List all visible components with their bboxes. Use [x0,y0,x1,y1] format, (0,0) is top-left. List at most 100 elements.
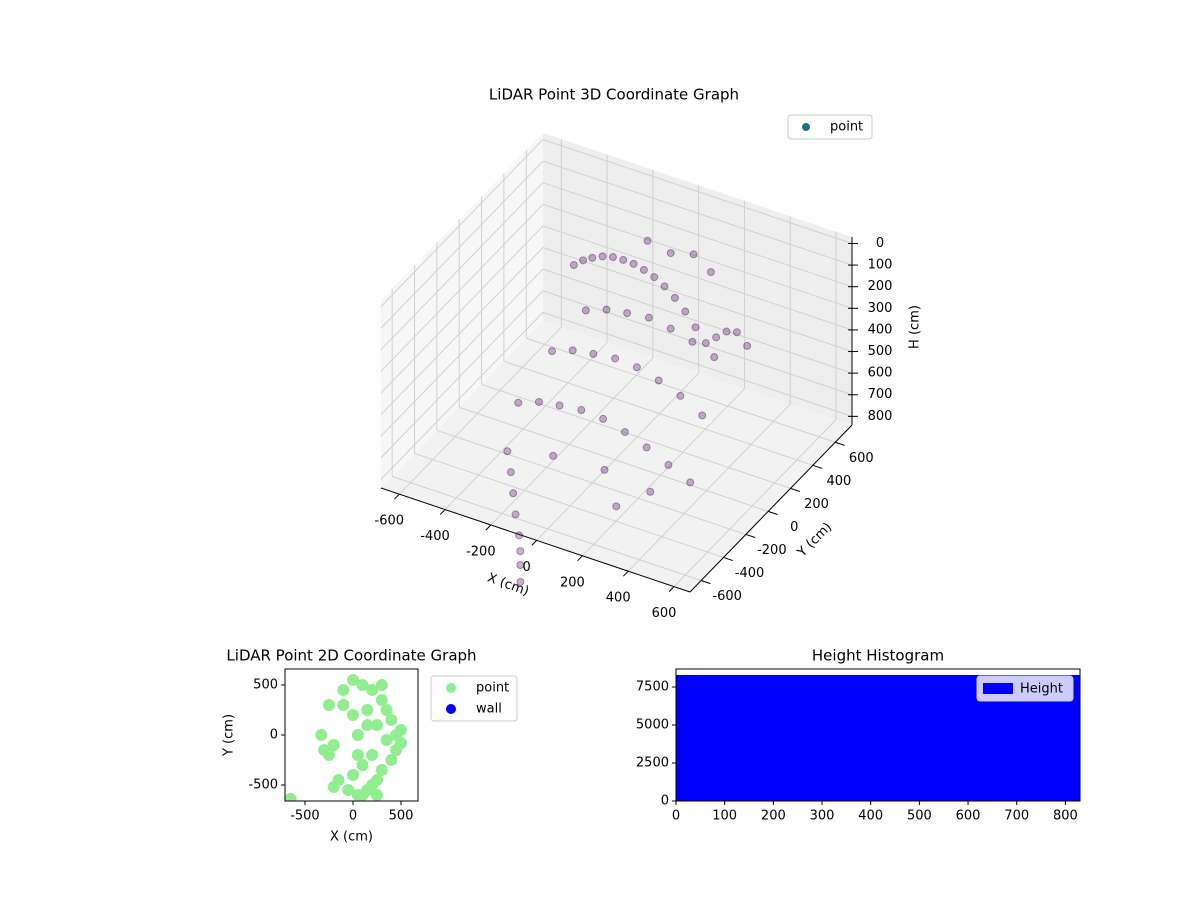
x-tick [577,555,583,562]
x-tick [394,493,400,500]
point [366,749,379,761]
x-tick [531,540,538,546]
point [629,259,638,268]
point [375,679,388,691]
z-tick-label: 700 [868,387,893,402]
point [511,510,520,519]
grid-line [503,360,814,466]
legend-marker [983,683,1013,694]
x-tick-label: 200 [761,809,786,824]
point [380,734,393,746]
point [548,347,557,356]
grid-line [380,290,544,459]
point [568,346,577,355]
point [337,699,350,711]
grid-line [392,476,702,581]
point [385,754,398,766]
pane-back [543,133,852,425]
x-tick-label: -600 [375,514,405,529]
x-tick-label: 0 [672,809,680,824]
grid-line [582,388,745,557]
y-tick [812,464,823,469]
point [506,468,515,477]
point [710,353,719,362]
legend-label: wall [476,702,502,717]
point [555,401,564,410]
y-tick [790,487,800,492]
y-tick-label: 0 [661,794,669,809]
y-tick-label: -600 [712,589,742,604]
grid-line [542,203,853,309]
grid-line [542,247,853,353]
x-tick-label: 200 [560,575,585,590]
grid-line [398,326,562,495]
point [380,704,393,716]
grid-line [542,311,853,417]
point [356,679,369,691]
x-tick-label: 0 [349,809,357,824]
point [666,324,675,333]
y-tick [723,556,733,562]
point [691,323,700,332]
y-tick [768,510,778,515]
point [620,428,629,437]
point [666,249,675,258]
x-axis-label: X (cm) [330,830,373,845]
z-axis-label: H (cm) [908,305,923,349]
grid-line [459,406,769,512]
point [346,709,359,721]
x-tick [622,570,629,577]
x-tick-label: 500 [389,809,414,824]
point [689,250,698,259]
grid-line [673,419,837,587]
point [342,784,355,796]
y-axis [689,424,853,593]
chart-title: LiDAR Point 2D Coordinate Graph [226,647,476,665]
point [361,719,374,731]
grid-line [526,337,836,443]
point [602,305,611,314]
grid-line [414,452,724,558]
x-tick-label: 100 [712,809,737,824]
x-tick-label: -400 [420,529,450,544]
grid-line [380,139,544,307]
grid-line [436,429,747,535]
point [608,253,617,262]
y-tick-label: 5000 [636,717,669,732]
grid-line [444,342,608,510]
point [395,737,408,749]
y-tick-label: -400 [735,566,765,581]
grid-line [380,268,544,437]
point [351,729,364,741]
point [322,699,335,711]
x-tick [668,586,675,592]
grid-line [542,290,853,396]
legend-marker [446,683,456,693]
point [370,719,383,731]
x-tick-label: 0 [523,560,531,575]
x-tick-label: -500 [290,809,320,824]
point [612,502,621,511]
legend-box [976,675,1074,702]
point [599,414,608,423]
point [706,268,715,277]
point [644,313,653,322]
z-tick-label: 0 [876,236,884,251]
pane-left [381,133,543,488]
point [722,327,731,336]
point [670,293,679,302]
x-tick-label: 800 [1053,809,1078,824]
legend-label: point [830,120,863,135]
point [623,309,632,318]
point [681,307,690,316]
point [639,265,648,274]
grid-line [542,182,853,288]
point [370,789,383,801]
point [509,489,518,498]
x-axis [380,487,691,593]
frame [284,668,419,802]
grid-line [380,160,544,329]
z-tick-label: 300 [868,301,893,316]
point [346,769,359,781]
point [632,363,641,372]
